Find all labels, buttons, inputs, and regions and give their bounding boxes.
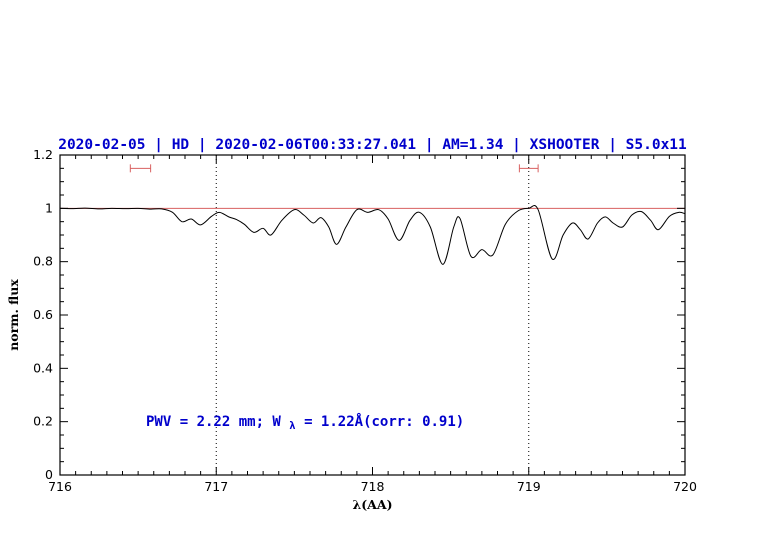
y-axis-label: norm. flux	[6, 279, 21, 351]
y-tick-label: 0.4	[33, 360, 53, 375]
y-tick-label: 0.2	[33, 414, 53, 429]
plot-series	[59, 204, 686, 265]
x-axis-label: λ(AA)	[353, 497, 393, 512]
pwv-annotation: PWV = 2.22 mm; W λ = 1.22Å(corr: 0.91)	[146, 413, 464, 433]
x-tick-label: 716	[48, 479, 72, 494]
chart-title: 2020-02-05 | HD | 2020-02-06T00:33:27.04…	[58, 137, 687, 153]
range-marker	[129, 164, 152, 173]
y-tick-label: 1.2	[33, 147, 53, 162]
pwv-annotation-part1: PWV = 2.22 mm; W	[146, 414, 281, 430]
x-tick-label: 717	[204, 479, 228, 494]
pwv-annotation-part2: = 1.22Å(corr: 0.91)	[304, 413, 464, 430]
y-tick-label: 0	[45, 467, 53, 482]
y-tick-label: 0.6	[33, 307, 53, 322]
plot-underlays	[60, 155, 685, 475]
y-tick-label: 1	[45, 200, 53, 215]
spectrum-line	[59, 204, 686, 265]
y-tick-label: 0.8	[33, 254, 53, 269]
plot-ticks	[59, 154, 686, 476]
x-tick-label: 718	[361, 479, 385, 494]
pwv-annotation-lambda-subscript: λ	[289, 420, 295, 432]
plot-tick-labels: 716 717 718 719 720 0 0.2 0.4 0.6 0.8 1 1.2	[33, 147, 697, 494]
x-tick-label: 719	[517, 479, 541, 494]
x-tick-label: 720	[673, 479, 697, 494]
range-marker	[518, 164, 539, 173]
